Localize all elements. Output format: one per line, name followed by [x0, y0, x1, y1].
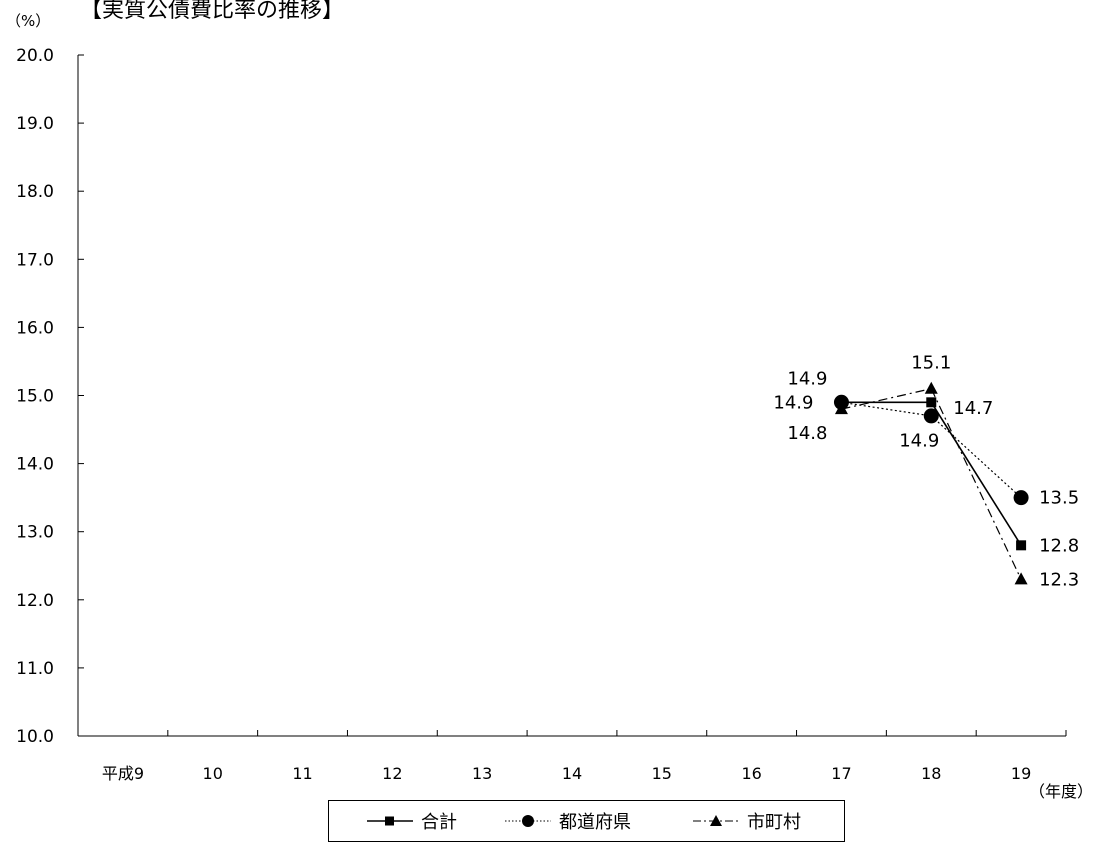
marker-square: [926, 397, 937, 408]
marker-triangle: [924, 381, 938, 394]
x-tick-label: 19: [1011, 764, 1031, 783]
data-label: 12.3: [1039, 569, 1079, 590]
x-tick-label: 13: [472, 764, 492, 783]
marker-circle: [1013, 490, 1029, 506]
y-tick-label: 13.0: [16, 523, 54, 543]
legend-item-total: 合計: [365, 807, 457, 835]
x-axis-unit: （年度）: [1029, 782, 1094, 801]
x-tick-label: 10: [203, 764, 223, 783]
axes: 10.0 11.0 12.0 13.0 14.0 15.0 16.0 17.0 18.0 19.0…: [16, 46, 1067, 783]
legend-swatch-prefectures: [505, 815, 551, 827]
x-tick-label: 12: [382, 764, 402, 783]
data-label: 14.8: [787, 423, 827, 444]
x-tick-label: 14: [562, 764, 582, 783]
data-labels: 14.9 14.9 12.8 14.9 14.7 13.5 14.8 15.1 12.3: [773, 353, 1079, 591]
x-tick-label: 平成9: [102, 764, 144, 783]
y-tick-label: 11.0: [16, 659, 54, 679]
series-markers: [833, 381, 1029, 585]
legend-label-prefectures: 都道府県: [559, 812, 631, 833]
y-tick-label: 10.0: [16, 727, 54, 747]
series-segment: [930, 388, 1022, 580]
series-segment: [841, 388, 932, 410]
x-tick-label: 16: [741, 764, 761, 783]
legend-label-municipalities: 市町村: [747, 812, 801, 833]
y-tick-label: 12.0: [16, 591, 54, 611]
y-tick-label: 20.0: [16, 46, 54, 66]
y-tick-label: 14.0: [16, 455, 54, 475]
series-lines: [841, 388, 1022, 580]
x-tick-label: 17: [831, 764, 851, 783]
legend-swatch-municipalities: [693, 815, 739, 826]
legend: 合計 都道府県 市町村: [328, 800, 845, 842]
data-label: 14.7: [953, 398, 993, 419]
x-tick-label: 11: [292, 764, 312, 783]
y-tick-label: 19.0: [16, 114, 54, 134]
y-tick-label: 15.0: [16, 387, 54, 407]
y-tick-label: 17.0: [16, 250, 54, 270]
x-tick-label: 18: [921, 764, 941, 783]
marker-circle: [923, 408, 939, 424]
legend-swatch-total: [367, 816, 413, 826]
series-segment: [930, 415, 1022, 499]
chart-title: 【実質公債費比率の推移】: [80, 0, 345, 23]
legend-label-total: 合計: [421, 812, 457, 833]
data-label: 14.9: [787, 368, 827, 389]
x-tick-label: 15: [652, 764, 672, 783]
data-label: 13.5: [1039, 488, 1079, 509]
data-label: 14.9: [773, 392, 813, 413]
marker-triangle: [1014, 572, 1028, 585]
data-label: 14.9: [899, 430, 939, 451]
series-segment: [930, 401, 1022, 546]
y-tick-label: 16.0: [16, 318, 54, 338]
y-tick-label: 18.0: [16, 182, 54, 202]
data-label: 15.1: [911, 353, 951, 374]
marker-square: [1016, 540, 1027, 551]
y-axis-unit: （%）: [6, 12, 51, 30]
marker-triangle: [834, 402, 848, 415]
data-label: 12.8: [1039, 535, 1079, 556]
legend-item-municipalities: 市町村: [691, 807, 801, 835]
legend-item-prefectures: 都道府県: [503, 807, 631, 835]
series-segment: [841, 401, 932, 417]
